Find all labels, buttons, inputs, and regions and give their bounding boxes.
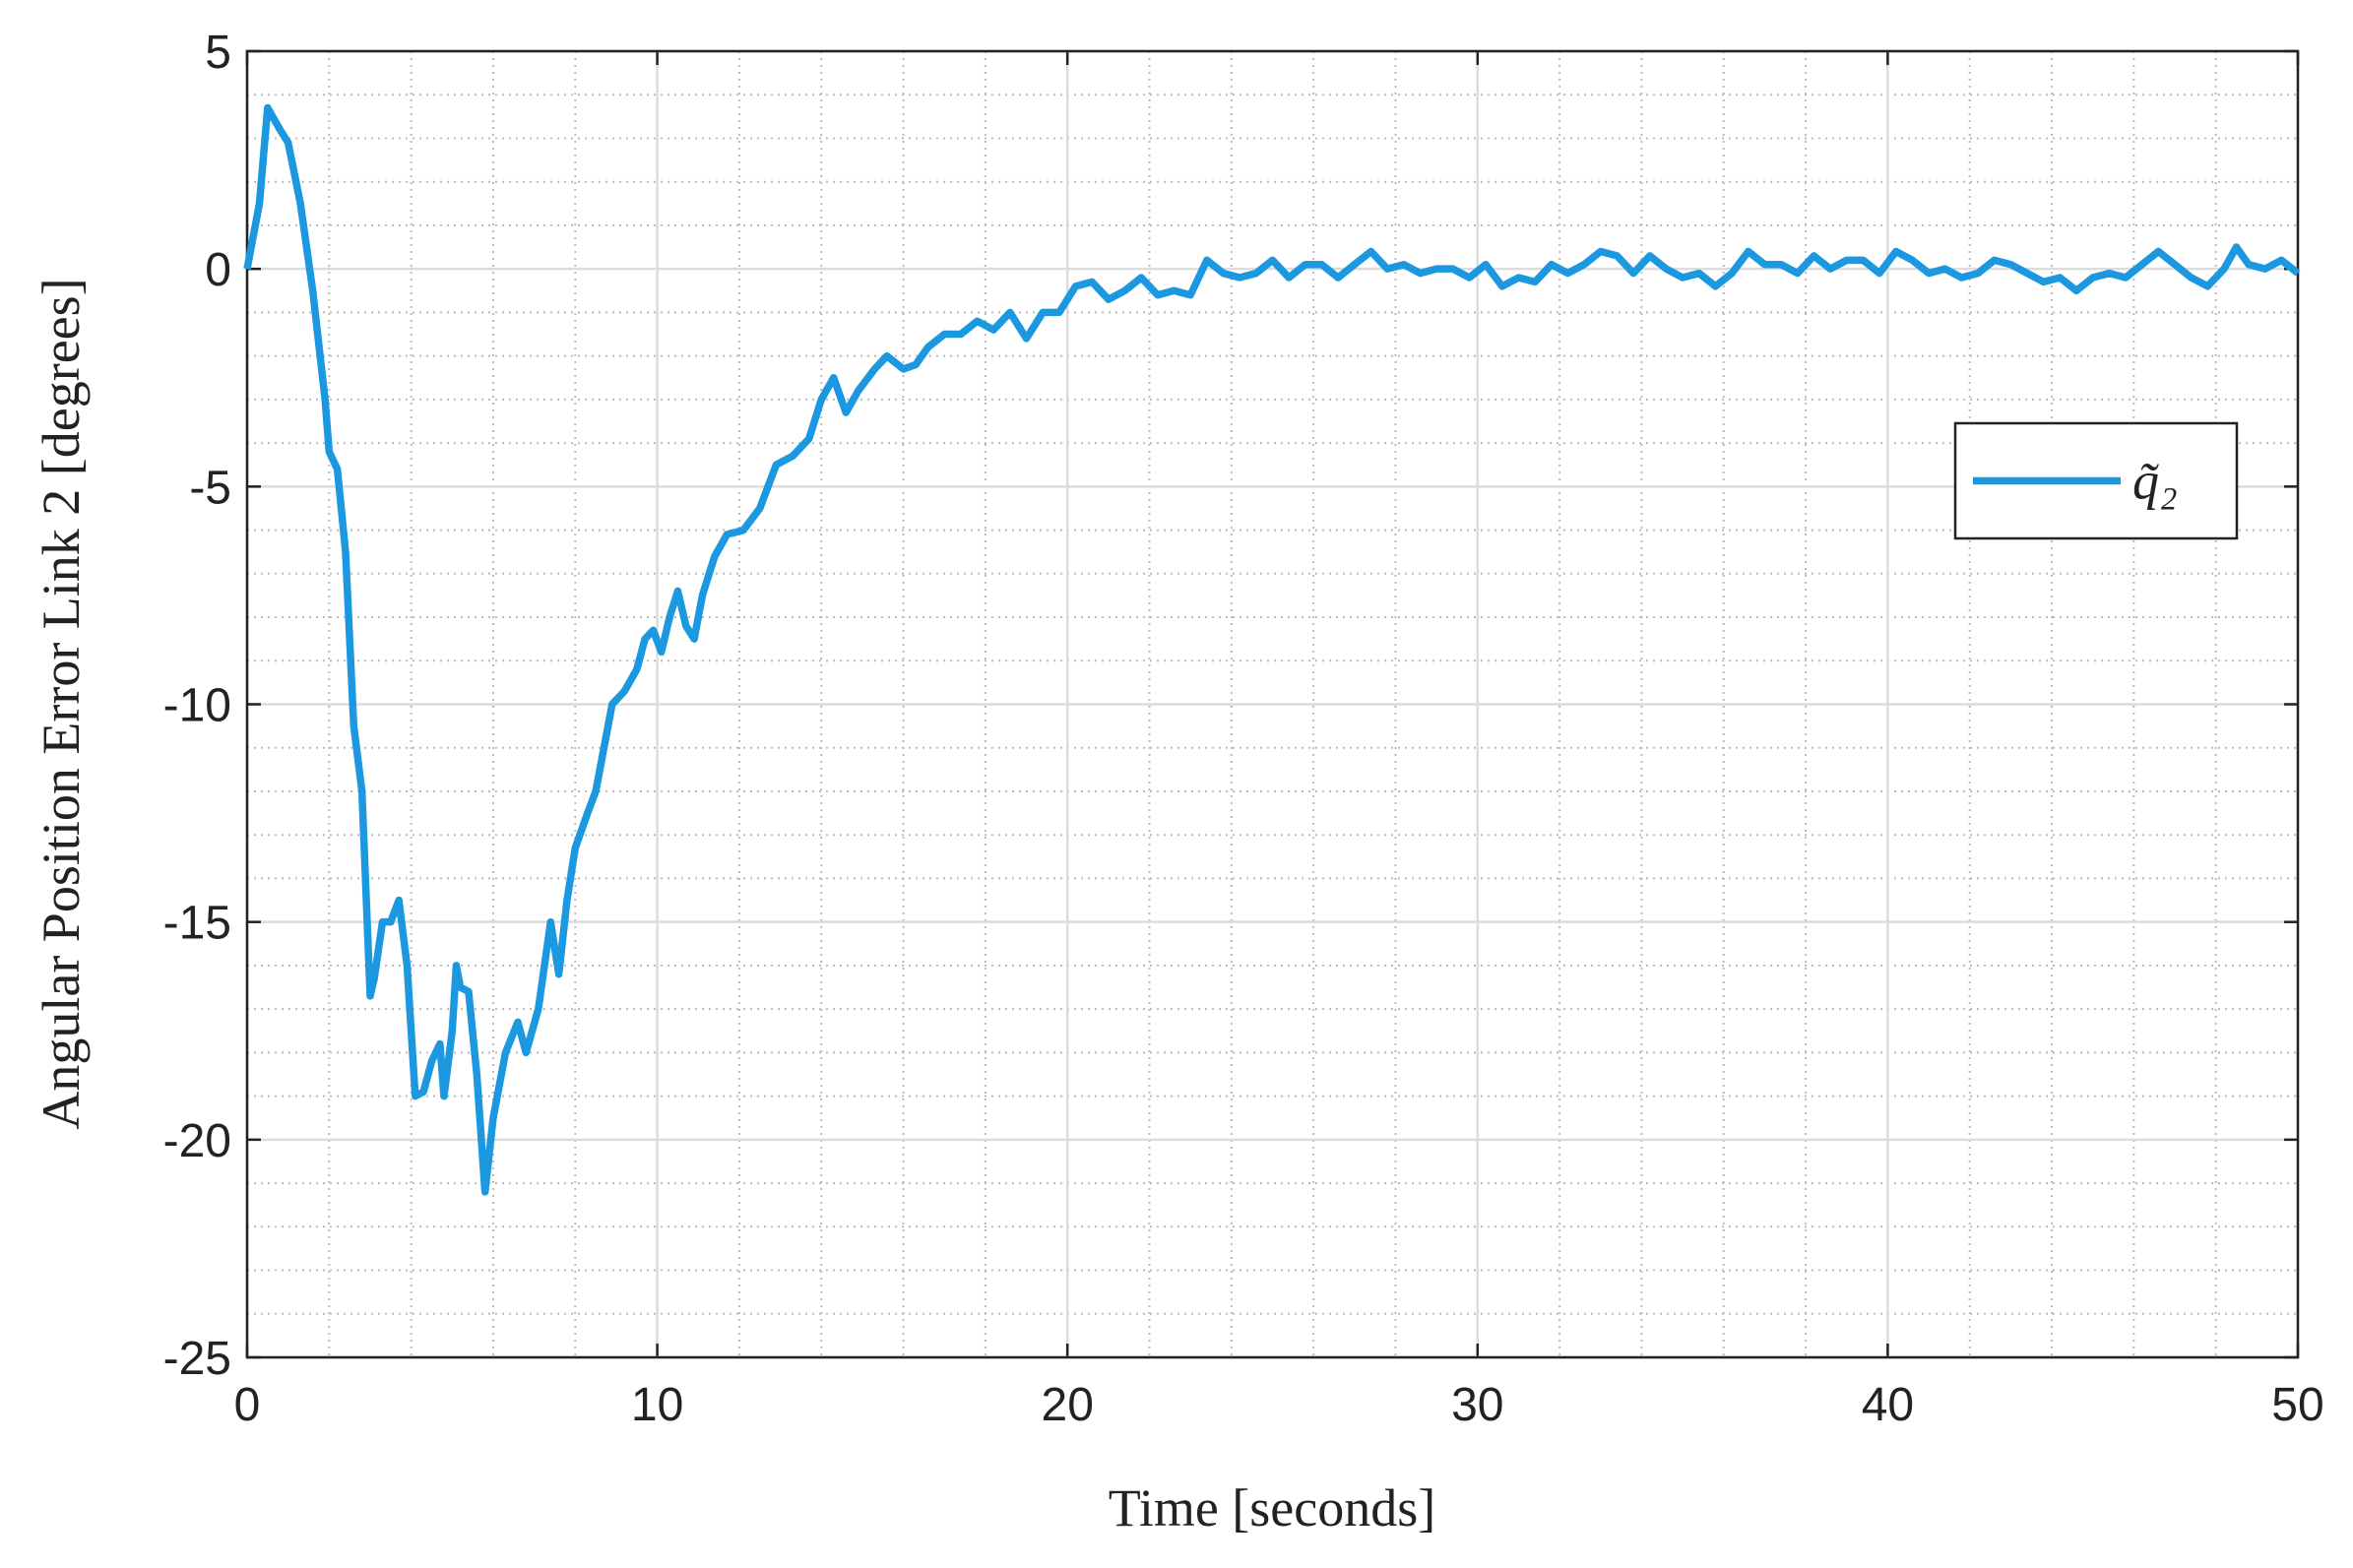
x-tick-label: 30 <box>1451 1379 1503 1431</box>
y-tick-label: -20 <box>163 1115 231 1167</box>
legend-label: q̃₂ <box>2132 452 2178 511</box>
y-tick-label: -10 <box>163 680 231 732</box>
x-tick-label: 50 <box>2271 1379 2323 1431</box>
x-axis-label: Time [seconds] <box>1109 1478 1436 1537</box>
data-line <box>243 103 2301 1196</box>
y-axis-label: Angular Position Error Link 2 [degrees] <box>32 278 91 1129</box>
y-tick-label: -25 <box>163 1333 231 1385</box>
x-tick-label: 10 <box>631 1379 683 1431</box>
x-tick-label: 40 <box>1862 1379 1914 1431</box>
plot-frame <box>245 49 2300 1359</box>
x-tick-label: 0 <box>234 1379 261 1431</box>
y-tick-label: 0 <box>205 244 231 296</box>
y-tick-label: -15 <box>163 898 231 950</box>
x-tick-label: 20 <box>1042 1379 1094 1431</box>
y-tick-label: 5 <box>205 27 231 79</box>
y-tick-label: -5 <box>189 462 231 514</box>
